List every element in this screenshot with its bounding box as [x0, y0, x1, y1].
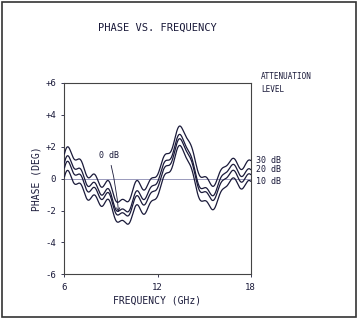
- Text: 30 dB: 30 dB: [256, 156, 281, 165]
- Y-axis label: PHASE (DEG): PHASE (DEG): [31, 146, 41, 211]
- Text: LEVEL: LEVEL: [261, 85, 285, 94]
- Text: PHASE VS. FREQUENCY: PHASE VS. FREQUENCY: [98, 22, 217, 32]
- Text: 0 dB: 0 dB: [98, 151, 120, 211]
- Text: 10 dB: 10 dB: [256, 177, 281, 186]
- Text: ATTENUATION: ATTENUATION: [261, 72, 312, 81]
- X-axis label: FREQUENCY (GHz): FREQUENCY (GHz): [113, 296, 202, 306]
- Text: 20 dB: 20 dB: [256, 165, 281, 174]
